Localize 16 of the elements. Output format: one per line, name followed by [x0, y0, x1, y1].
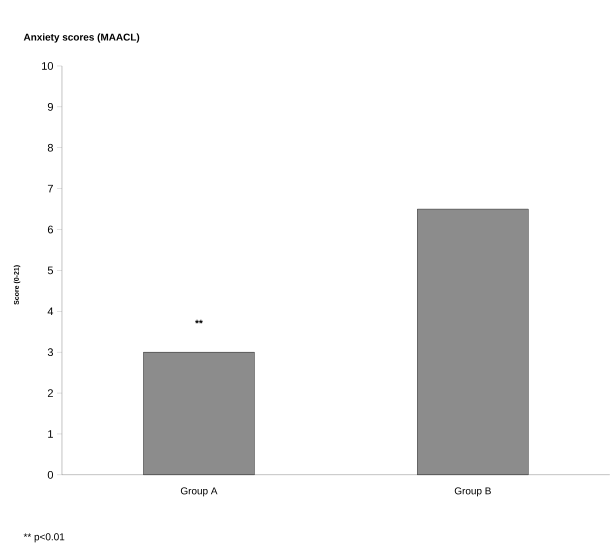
- x-tick-label: Group B: [454, 487, 491, 496]
- y-tick-label: 8: [48, 144, 53, 152]
- y-tick-label: 3: [48, 348, 53, 356]
- annotation: **: [195, 320, 203, 324]
- y-tick-label: 4: [48, 308, 54, 316]
- y-tick-label: 10: [42, 62, 54, 70]
- y-tick-label: 7: [48, 184, 53, 192]
- text: ** p<0.01: [24, 533, 64, 542]
- chart-title: Anxiety scores (MAACL): [24, 33, 140, 43]
- y-tick-label: 5: [48, 266, 53, 274]
- y-tick-label: 9: [48, 103, 53, 111]
- y-tick-label: 6: [48, 226, 53, 234]
- x-tick-label: Group A: [180, 487, 218, 496]
- y-tick-label: 2: [48, 389, 53, 397]
- y-tick-label: 0: [48, 471, 54, 479]
- y-tick-label: 1: [48, 430, 53, 438]
